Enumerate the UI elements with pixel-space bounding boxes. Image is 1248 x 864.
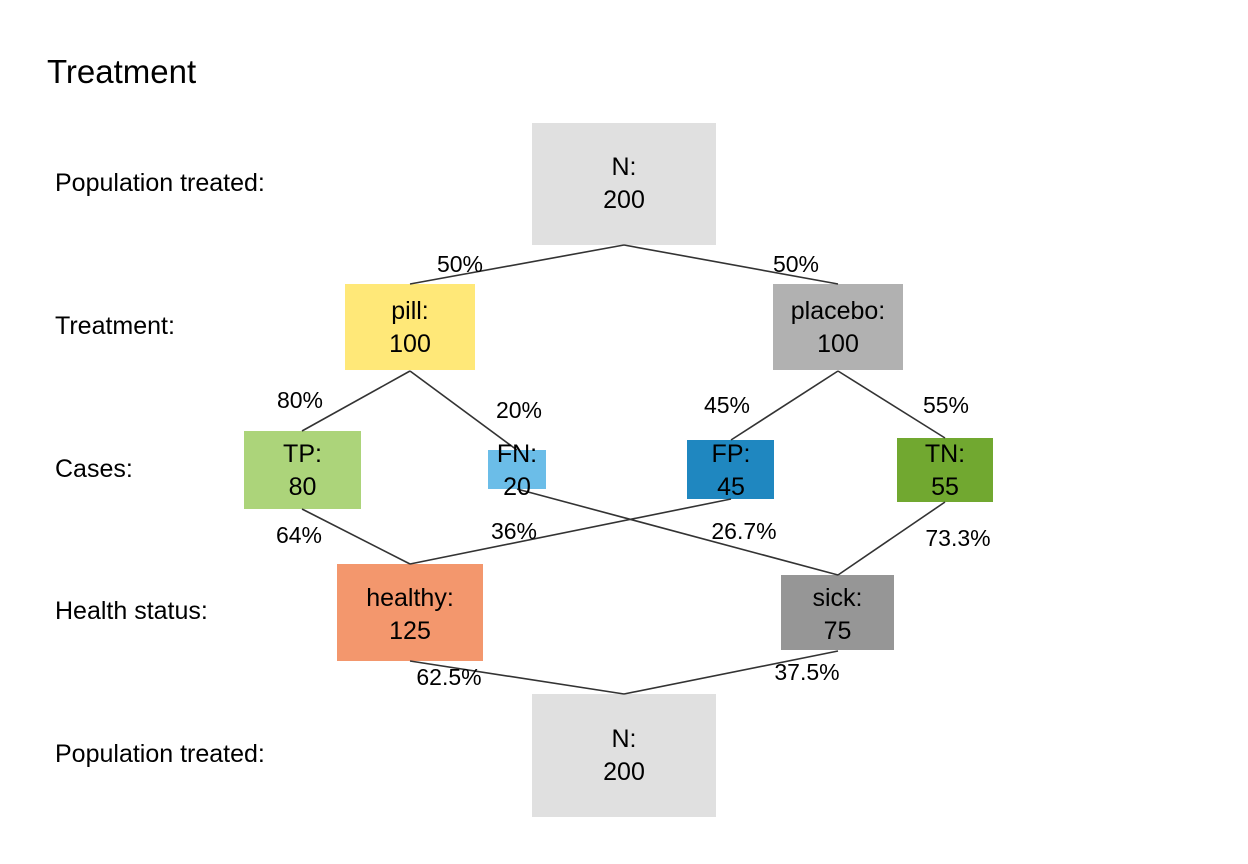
node-label: healthy: (366, 584, 454, 612)
pct-fn-sick: 26.7% (711, 518, 777, 544)
edge-n-placebo (623, 244, 839, 285)
node-label: TP: (283, 440, 322, 468)
node-label: placebo: (790, 297, 886, 325)
node-text-tn: TN: 55 (897, 438, 993, 504)
diagram-title: Treatment (47, 53, 197, 90)
node-value: 100 (389, 330, 431, 358)
edge-placebo-fp (730, 370, 839, 441)
node-label: TN: (924, 440, 966, 468)
edge-healthy-n (409, 660, 625, 695)
node-text-n-top: N: 200 (532, 151, 716, 217)
node-box-healthy (337, 564, 483, 661)
node-box-tn (897, 438, 993, 502)
node-box-n-top (532, 123, 716, 245)
pct-pill-tp: 80% (276, 387, 324, 413)
pct-placebo-fp: 45% (703, 392, 751, 418)
node-box-fp (687, 440, 774, 499)
pct-sick-n: 37.5% (774, 659, 840, 685)
node-label: pill: (391, 297, 429, 325)
node-label: N: (611, 153, 637, 181)
node-box-fn (488, 450, 546, 489)
row-label-population-top: Population treated: (55, 169, 265, 197)
node-value: 100 (817, 330, 859, 358)
node-box-sick (781, 575, 894, 650)
edge-tp-healthy (301, 508, 411, 565)
row-label-health-status: Health status: (55, 597, 208, 625)
node-label: FN: (496, 440, 538, 468)
pct-placebo-tn: 55% (922, 392, 970, 418)
row-label-treatment: Treatment: (55, 312, 175, 340)
node-label: N: (611, 725, 637, 753)
row-label-population-bottom: Population treated: (55, 740, 265, 768)
node-value: 45 (717, 473, 745, 501)
pct-tn-sick: 73.3% (925, 525, 991, 551)
node-text-n-bottom: N: 200 (532, 723, 716, 789)
node-value: 200 (603, 186, 645, 214)
edge-placebo-tn (837, 370, 946, 439)
row-label-cases: Cases: (55, 455, 133, 483)
edge-pill-tp (301, 370, 411, 432)
pct-n-placebo: 50% (772, 251, 820, 277)
node-text-fn: FN: 20 (467, 438, 567, 504)
node-text-pill: pill: 100 (345, 295, 475, 361)
edge-n-pill (409, 244, 625, 285)
node-value: 200 (603, 758, 645, 786)
node-text-healthy: healthy: 125 (337, 582, 483, 648)
pct-healthy-n: 62.5% (416, 664, 482, 690)
pct-fp-healthy: 36% (490, 518, 538, 544)
node-text-placebo: placebo: 100 (773, 295, 903, 361)
pct-n-pill: 50% (436, 251, 484, 277)
edge-fp-healthy (409, 498, 732, 565)
pct-pill-fn: 20% (495, 397, 543, 423)
edge-tn-sick (837, 501, 946, 576)
edge-fn-sick (516, 488, 839, 576)
node-text-tp: TP: 80 (244, 438, 361, 504)
node-box-pill (345, 284, 475, 370)
node-value: 75 (823, 617, 852, 645)
pct-tp-healthy: 64% (275, 522, 323, 548)
node-value: 20 (503, 473, 531, 501)
edge-sick-n (623, 650, 839, 695)
node-label: sick: (812, 584, 863, 612)
node-box-tp (244, 431, 361, 509)
edge-pill-fn (409, 370, 518, 451)
node-label: FP: (711, 440, 751, 468)
node-text-fp: FP: 45 (681, 438, 781, 504)
node-value: 55 (931, 473, 959, 501)
node-value: 125 (389, 617, 431, 645)
node-box-n-bottom (532, 694, 716, 817)
node-box-placebo (773, 284, 903, 370)
node-value: 80 (288, 473, 317, 501)
node-text-sick: sick: 75 (781, 582, 894, 648)
